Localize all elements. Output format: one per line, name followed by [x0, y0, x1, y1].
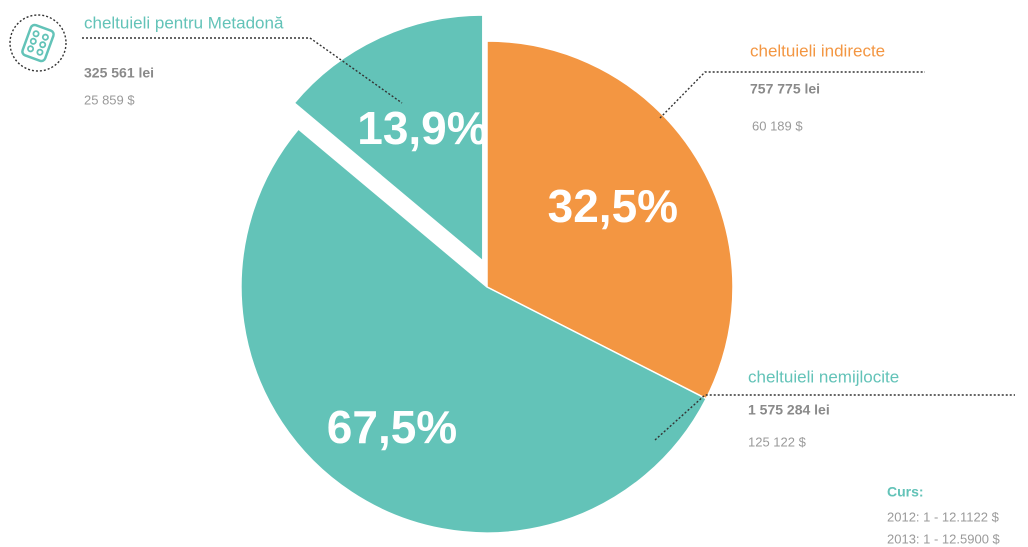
usd-amount: 125 122 $: [748, 434, 807, 449]
pie-slice: [240, 127, 708, 534]
usd-amount: 60 189 $: [752, 118, 803, 133]
percent-label: 67,5%: [327, 401, 457, 453]
leader-line: [659, 71, 925, 119]
note-line: 2012: 1 - 12.1122 $: [887, 509, 1000, 524]
slice-name: cheltuieli pentru Metadonă: [84, 13, 284, 32]
percent-label: 32,5%: [548, 180, 678, 232]
percent-label: 13,9%: [357, 102, 487, 154]
lei-amount: 757 775 lei: [750, 81, 820, 97]
pie: 32,5% 67,5% 13,9%: [240, 14, 734, 534]
lei-amount: 325 561 lei: [84, 65, 154, 81]
pie-slice: [486, 40, 734, 400]
pill-icon: [9, 14, 67, 72]
leader-line: [82, 37, 403, 104]
note-line: 2013: 1 - 12.5900 $: [887, 531, 1001, 546]
usd-amount: 25 859 $: [84, 92, 135, 107]
leader-line: [654, 394, 1015, 441]
lei-amount: 1 575 284 lei: [748, 402, 830, 418]
note-title: Curs:: [887, 484, 924, 500]
slice-name: cheltuieli indirecte: [750, 41, 885, 60]
slice-name: cheltuieli nemijlocite: [748, 367, 899, 386]
exploded-slice: [293, 14, 484, 263]
